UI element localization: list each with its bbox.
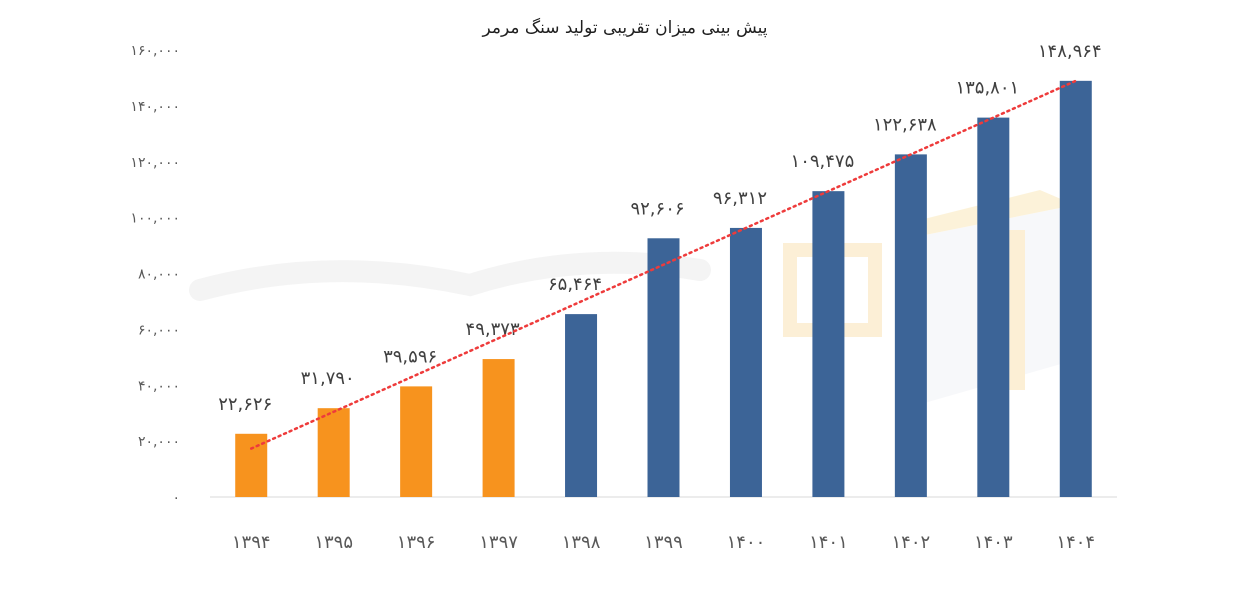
y-tick-label: ۱۴۰,۰۰۰ [130, 99, 180, 115]
trendline [249, 79, 1078, 450]
data-labels: ۲۲,۶۲۶ ۳۱,۷۹۰ ۳۹,۵۹۶ ۴۹,۳۷۳ ۶۵,۴۶۴ ۹۲,۶۰۶ ۹۶,۳… [218, 41, 1102, 415]
x-tick-label: ۱۴۰۱ [809, 532, 848, 553]
bar [647, 238, 680, 497]
data-label: ۲۲,۶۲۶ [218, 394, 272, 415]
y-tick-label: ۲۰,۰۰۰ [138, 434, 180, 450]
data-label: ۹۲,۶۰۶ [630, 198, 684, 219]
x-tick-label: ۱۳۹۸ [562, 532, 601, 553]
x-tick-label: ۱۳۹۴ [232, 532, 271, 553]
data-label: ۱۲۲,۶۳۸ [873, 114, 937, 135]
y-axis: ۰ ۲۰,۰۰۰ ۴۰,۰۰۰ ۶۰,۰۰۰ ۸۰,۰۰۰ ۱۰۰,۰۰۰ ۱۲۰,۰۰۰ ۱… [130, 43, 1117, 506]
y-tick-label: ۴۰,۰۰۰ [138, 378, 180, 394]
data-label: ۳۱,۷۹۰ [301, 368, 355, 389]
x-tick-label: ۱۳۹۹ [644, 532, 683, 553]
x-tick-label: ۱۳۹۷ [479, 532, 518, 553]
y-tick-label: ۸۰,۰۰۰ [138, 267, 180, 283]
data-label: ۱۰۹,۴۷۵ [791, 151, 855, 172]
data-label: ۹۶,۳۱۲ [713, 188, 767, 209]
data-label: ۱۳۵,۸۰۱ [955, 78, 1019, 99]
y-tick-label: ۱۶۰,۰۰۰ [130, 43, 180, 59]
bar [1059, 80, 1092, 498]
x-tick-label: ۱۴۰۳ [974, 532, 1013, 553]
bar [729, 227, 762, 497]
y-tick-label: ۱۰۰,۰۰۰ [130, 211, 180, 227]
bar [317, 408, 350, 497]
trendline-path [249, 79, 1078, 450]
y-tick-label: ۱۲۰,۰۰۰ [130, 155, 180, 171]
bar [565, 314, 598, 497]
x-tick-label: ۱۴۰۴ [1056, 532, 1095, 553]
x-tick-label: ۱۴۰۲ [892, 532, 931, 553]
x-axis: ۱۳۹۴ ۱۳۹۵ ۱۳۹۶ ۱۳۹۷ ۱۳۹۸ ۱۳۹۹ ۱۴۰۰ ۱۴۰۱ ۱۴۰۲ ۱۴۰۳… [232, 532, 1095, 553]
bar [482, 359, 515, 497]
x-tick-label: ۱۳۹۶ [397, 532, 436, 553]
y-tick-label: ۶۰,۰۰۰ [138, 322, 180, 338]
x-tick-label: ۱۴۰۰ [727, 532, 766, 553]
bar [894, 154, 927, 498]
y-tick-label: ۰ [172, 490, 180, 506]
x-tick-label: ۱۳۹۵ [314, 532, 353, 553]
data-label: ۶۵,۴۶۴ [548, 274, 602, 295]
chart-title: پیش بینی میزان تقریبی تولید سنگ مرمر [482, 18, 768, 38]
bar [812, 191, 845, 497]
bar [977, 117, 1010, 497]
data-label: ۱۴۸,۹۶۴ [1038, 41, 1102, 62]
data-label: ۴۹,۳۷۳ [466, 319, 520, 340]
data-label: ۳۹,۵۹۶ [383, 346, 437, 367]
bar [400, 386, 433, 497]
bars [235, 80, 1092, 498]
